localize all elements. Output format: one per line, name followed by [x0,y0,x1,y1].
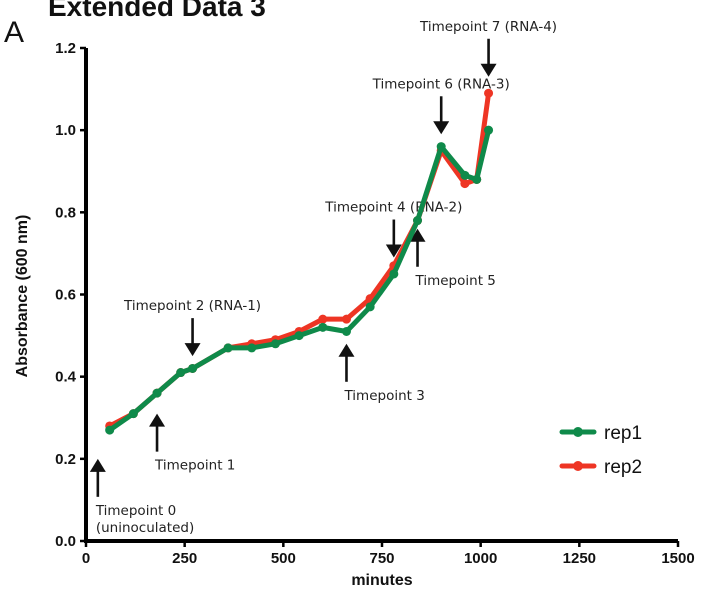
rep1-point [294,331,304,341]
legend-marker-rep2 [573,461,583,471]
axes: 0 250 500 750 1000 1250 1500 0.0 0.2 0.4 0.6 0.8 1.0… [55,40,695,567]
arrow-head [433,121,450,135]
rep1-point [389,269,399,279]
timepoint-label: Timepoint 3 [343,388,424,404]
rep2-point [484,88,494,98]
x-axis-title: minutes [351,572,412,589]
y-tick-label: 0.2 [55,451,76,468]
y-tick-label: 0.4 [55,369,77,386]
y-axis-title: Absorbance (600 nm) [14,215,31,378]
y-tick-label: 0.8 [55,204,76,221]
rep1-point [413,216,423,226]
timepoint-annotation: Timepoint 6 (RNA-3) [372,76,510,135]
timepoint-label: Timepoint 7 (RNA-4) [419,19,557,35]
timepoint-annotation: Timepoint 1 [149,413,235,474]
rep1-line [107,127,492,433]
arrow-head [184,343,201,357]
timepoint-annotation: Timepoint 2 (RNA-1) [123,298,261,357]
x-tick-label: 1500 [661,550,694,567]
y-tick-label: 0.0 [55,533,76,550]
rep2-line [107,90,492,429]
timepoint-label: Timepoint 4 (RNA-2) [324,200,462,216]
legend: rep1 rep2 [559,423,642,478]
timepoint-label: (uninoculated) [96,520,194,536]
rep1-point [341,326,351,336]
x-tick-label: 500 [271,550,296,567]
timepoint-label: Timepoint 5 [415,273,496,289]
rep1-point [128,409,138,419]
arrow-head [409,228,426,242]
x-tick-label: 0 [82,550,90,567]
timepoint-annotation: Timepoint 3 [338,343,425,404]
rep1-point [318,322,328,332]
arrow-head [338,343,355,357]
legend-marker-rep1 [573,427,583,437]
figure-title: Extended Data 3 [48,0,266,22]
timepoint-annotation: Timepoint 5 [409,228,496,289]
rep1-point [365,302,375,312]
rep2-point [460,179,470,189]
timepoint-label: Timepoint 2 (RNA-1) [123,298,261,314]
rep1-point [472,174,482,184]
rep1-point [460,170,470,180]
arrow-head [480,63,497,77]
rep1-point [484,125,494,135]
y-tick-label: 1.0 [55,122,76,139]
timepoint-annotation: Timepoint 7 (RNA-4) [419,19,557,77]
data-series [105,88,494,435]
arrow-head [385,244,402,258]
timepoint-annotation: Timepoint 0(uninoculated) [89,458,194,536]
rep1-point [105,425,115,435]
y-tick-label: 0.6 [55,287,76,304]
legend-label-rep2: rep2 [604,457,642,478]
x-tick-label: 250 [172,550,197,567]
timepoint-label: Timepoint 1 [154,458,235,474]
timepoint-label: Timepoint 6 (RNA-3) [372,76,510,92]
rep1-point [247,343,257,353]
panel-letter: A [4,16,24,49]
rep2-point [318,314,328,324]
rep1-point [152,388,162,398]
x-tick-label: 1000 [464,550,497,567]
y-tick-label: 1.2 [55,40,76,57]
rep2-point [341,314,351,324]
arrow-head [89,458,106,472]
rep1-point [223,343,233,353]
rep1-point [188,363,198,373]
arrow-head [149,413,166,427]
legend-label-rep1: rep1 [604,423,642,444]
x-tick-label: 750 [369,550,394,567]
x-tick-label: 1250 [563,550,596,567]
rep1-point [176,368,186,378]
timepoint-label: Timepoint 0 [95,503,176,519]
annotations: Timepoint 0(uninoculated)Timepoint 1Time… [89,19,557,536]
rep1-point [436,142,446,152]
rep1-point [270,339,280,349]
timepoint-annotation: Timepoint 4 (RNA-2) [324,200,462,258]
